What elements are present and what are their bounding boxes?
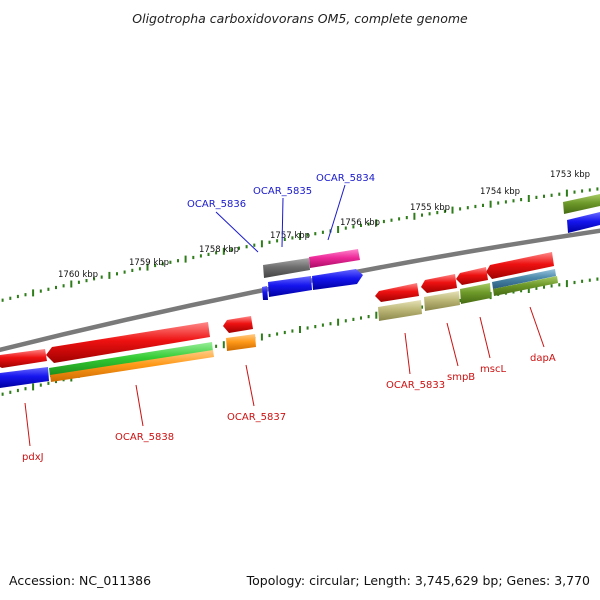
- feature-ocar-5838-green[interactable]: [49, 342, 213, 377]
- leader-ocar-5837: [245, 364, 255, 407]
- feature-pdxj-blue[interactable]: [0, 367, 49, 388]
- feature-smpb-khaki[interactable]: [424, 291, 460, 311]
- kbp-label-1755: 1755 kbp: [410, 203, 450, 213]
- kbp-label-1758: 1758 kbp: [199, 245, 239, 255]
- outer-tick-row: [1, 187, 599, 302]
- feature-blue-arrow-1[interactable]: [268, 276, 312, 297]
- reverse-gene-labels: dapA mscL smpB OCAR_5833 OCAR_5837 OCAR_…: [22, 306, 556, 463]
- label-ocar-5836[interactable]: OCAR_5836: [187, 199, 246, 210]
- feature-ocar-5833-red[interactable]: [375, 283, 419, 302]
- feature-smpb-red[interactable]: [421, 274, 457, 293]
- accession-text: Accession: NC_011386: [9, 573, 152, 588]
- kbp-label-1753: 1753 kbp: [550, 170, 590, 180]
- kbp-label-1759: 1759 kbp: [129, 258, 169, 268]
- kbp-label-1760: 1760 kbp: [58, 270, 98, 280]
- feature-dapa-olive[interactable]: [493, 276, 558, 296]
- feature-ocar-5834[interactable]: [309, 249, 360, 268]
- feature-olive-right[interactable]: [563, 194, 600, 214]
- feature-ocar-5838-red[interactable]: [46, 322, 210, 363]
- forward-strand-features: [262, 194, 600, 300]
- forward-gene-labels: OCAR_5834 OCAR_5835 OCAR_5836: [187, 173, 375, 253]
- leader-ocar-5834: [327, 184, 346, 241]
- label-dapa[interactable]: dapA: [530, 353, 556, 364]
- label-ocar-5837[interactable]: OCAR_5837: [227, 412, 286, 423]
- leader-ocar-5838: [135, 384, 144, 427]
- feature-dapa-red[interactable]: [486, 252, 554, 279]
- label-mscl[interactable]: mscL: [480, 364, 506, 375]
- kbp-label-1754: 1754 kbp: [480, 187, 520, 197]
- feature-mscl-red[interactable]: [456, 267, 488, 285]
- feature-ocar-5838-orange[interactable]: [50, 350, 214, 382]
- map-title: Oligotropha carboxidovorans OM5, complet…: [132, 11, 468, 26]
- feature-ocar-5833-khaki[interactable]: [378, 300, 422, 321]
- kbp-label-1756: 1756 kbp: [340, 218, 380, 228]
- leader-pdxj: [24, 402, 31, 447]
- label-ocar-5838[interactable]: OCAR_5838: [115, 432, 174, 443]
- inner-tick-row: [1, 277, 599, 396]
- feature-ocar-5837-red[interactable]: [223, 316, 253, 333]
- feature-ocar-5836[interactable]: [262, 286, 268, 300]
- feature-pdxj-red[interactable]: [0, 349, 47, 368]
- feature-blue-right[interactable]: [567, 212, 600, 233]
- leader-smpb: [446, 322, 459, 367]
- leader-ocar-5836: [215, 211, 259, 253]
- leader-ocar-5833: [404, 332, 411, 375]
- reverse-strand-features: [0, 252, 558, 388]
- leader-dapa: [529, 306, 545, 348]
- label-ocar-5833[interactable]: OCAR_5833: [386, 380, 445, 391]
- feature-ocar-5835[interactable]: [263, 258, 310, 278]
- feature-mscl-olive[interactable]: [460, 283, 491, 304]
- feature-steel[interactable]: [492, 269, 556, 289]
- label-pdxj[interactable]: pdxJ: [22, 452, 44, 463]
- feature-ocar-5837-orange[interactable]: [226, 334, 256, 351]
- leader-mscl: [479, 316, 491, 359]
- feature-blue-arrow-2[interactable]: [312, 269, 363, 290]
- label-smpb[interactable]: smpB: [447, 372, 475, 383]
- label-ocar-5834[interactable]: OCAR_5834: [316, 173, 375, 184]
- genome-stats-text: Topology: circular; Length: 3,745,629 bp…: [246, 573, 590, 588]
- label-ocar-5835[interactable]: OCAR_5835: [253, 186, 312, 197]
- kbp-label-1757: 1757 kbp: [270, 231, 310, 241]
- leader-ocar-5835: [281, 197, 284, 248]
